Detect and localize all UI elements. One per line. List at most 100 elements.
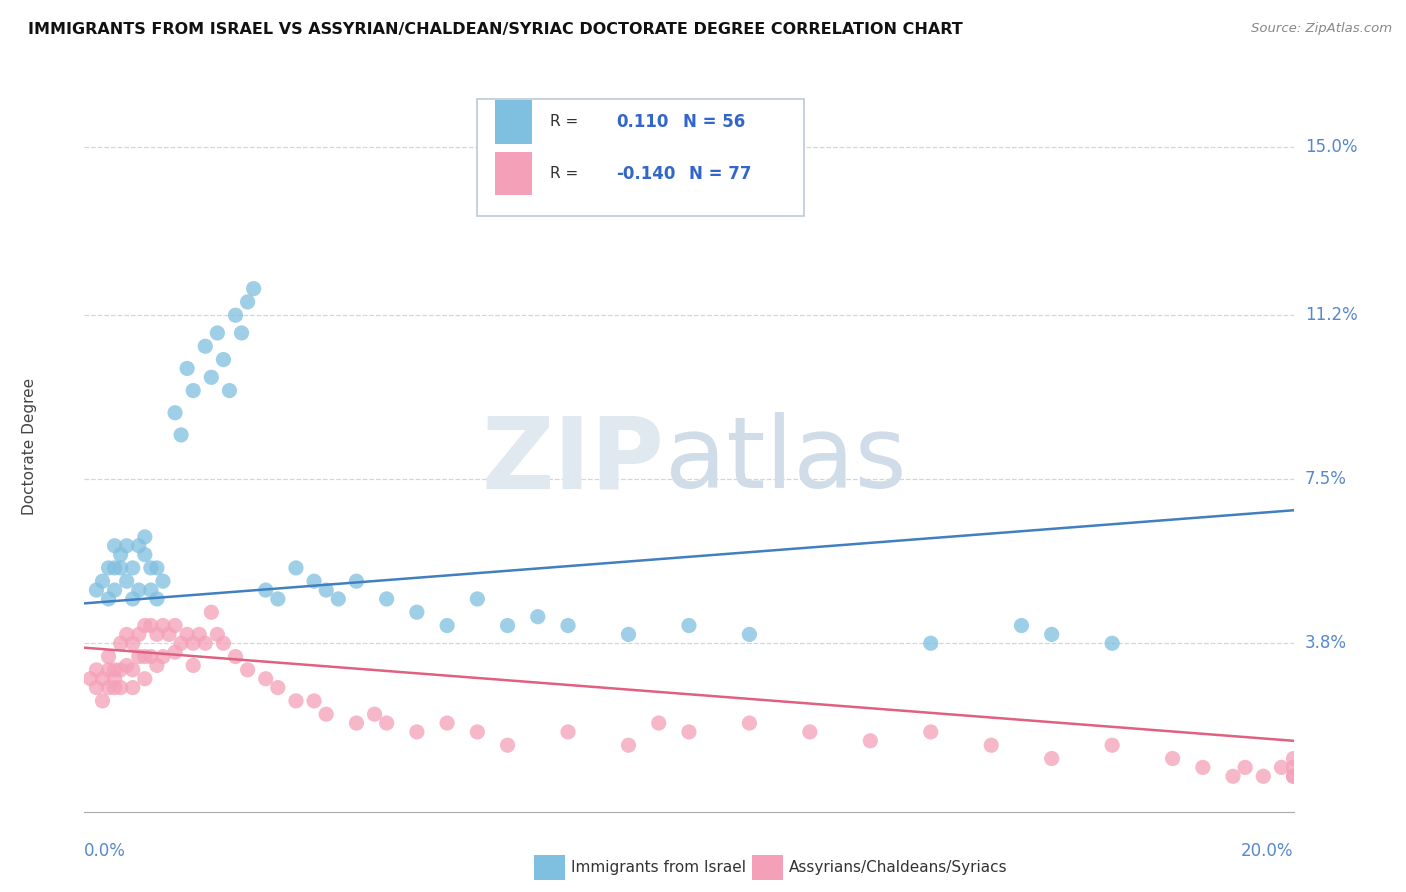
Point (375, 716, 398, 731)
Point (406, 605, 429, 619)
Point (181, 384, 204, 398)
Point (285, 561, 308, 575)
Point (86, 583, 108, 598)
Point (176, 361, 198, 376)
Point (346, 716, 368, 731)
Text: 20.0%: 20.0% (1241, 842, 1294, 860)
Text: N = 77: N = 77 (689, 164, 751, 183)
Point (496, 618, 519, 632)
Point (146, 591, 169, 606)
Point (859, 733, 882, 747)
Point (1282, 760, 1305, 774)
Point (86, 681, 108, 695)
Point (254, 672, 277, 686)
Point (207, 627, 229, 641)
Point (1101, 738, 1123, 752)
Point (799, 725, 821, 739)
Text: IMMIGRANTS FROM ISRAEL VS ASSYRIAN/CHALDEAN/SYRIAC DOCTORATE DEGREE CORRELATION : IMMIGRANTS FROM ISRAEL VS ASSYRIAN/CHALD… (28, 22, 963, 37)
Point (110, 548, 132, 562)
Point (738, 627, 761, 641)
Point (212, 352, 235, 367)
Point (165, 645, 187, 659)
Point (97, 561, 120, 575)
Bar (495, 100, 531, 144)
Text: 3.8%: 3.8% (1305, 634, 1347, 652)
Point (315, 707, 337, 722)
Point (920, 725, 942, 739)
Point (128, 539, 150, 553)
FancyBboxPatch shape (478, 99, 804, 216)
Point (91, 672, 114, 686)
Point (1222, 769, 1244, 783)
Point (134, 530, 156, 544)
Text: R =: R = (550, 114, 583, 129)
Point (104, 663, 127, 677)
Text: Doctorate Degree: Doctorate Degree (22, 377, 38, 515)
Point (467, 725, 489, 739)
Point (1234, 760, 1257, 774)
Point (121, 681, 143, 695)
Point (128, 583, 150, 598)
Point (97, 663, 120, 677)
Point (346, 574, 368, 589)
Point (152, 574, 174, 589)
Point (170, 428, 193, 442)
Point (121, 591, 143, 606)
Point (1011, 618, 1033, 632)
Point (242, 282, 264, 296)
Text: 15.0%: 15.0% (1305, 137, 1357, 156)
Point (236, 663, 259, 677)
Point (557, 618, 579, 632)
Text: -0.140: -0.140 (616, 164, 676, 183)
Point (467, 591, 489, 606)
Point (104, 681, 127, 695)
Point (1282, 751, 1305, 765)
Text: atlas: atlas (665, 412, 907, 509)
Point (97, 649, 120, 664)
Point (157, 627, 180, 641)
Point (170, 636, 193, 650)
Point (212, 636, 235, 650)
Point (648, 716, 671, 731)
Point (225, 308, 247, 322)
Point (121, 636, 143, 650)
Text: R =: R = (550, 166, 583, 181)
Point (375, 591, 398, 606)
Point (218, 384, 240, 398)
Point (363, 707, 385, 722)
Point (134, 618, 156, 632)
Point (617, 738, 640, 752)
Point (91, 574, 114, 589)
Point (1192, 760, 1215, 774)
Point (406, 725, 429, 739)
Text: ZIP: ZIP (482, 412, 665, 509)
Point (146, 658, 169, 673)
Text: Assyrians/Chaldeans/Syriacs: Assyrians/Chaldeans/Syriacs (789, 861, 1007, 875)
Point (79, 672, 101, 686)
Point (115, 658, 138, 673)
Point (110, 663, 132, 677)
Point (328, 591, 350, 606)
Point (104, 539, 127, 553)
Bar (495, 152, 531, 195)
Text: Source: ZipAtlas.com: Source: ZipAtlas.com (1251, 22, 1392, 36)
Point (104, 561, 127, 575)
Point (91, 694, 114, 708)
Point (152, 618, 174, 632)
Point (207, 326, 229, 340)
Point (285, 694, 308, 708)
Point (678, 618, 700, 632)
Point (1282, 769, 1305, 783)
Point (139, 618, 162, 632)
Point (104, 583, 127, 598)
Text: N = 56: N = 56 (683, 113, 745, 131)
Point (181, 658, 204, 673)
Point (436, 716, 458, 731)
Text: 0.0%: 0.0% (84, 842, 127, 860)
Point (134, 649, 156, 664)
Point (254, 583, 277, 598)
Point (97, 591, 120, 606)
Point (557, 725, 579, 739)
Point (200, 370, 222, 384)
Point (1101, 636, 1123, 650)
